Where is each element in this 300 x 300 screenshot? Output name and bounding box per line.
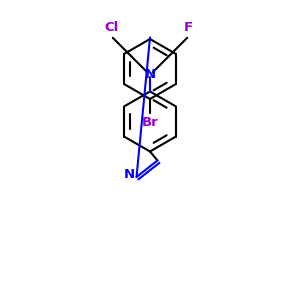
- Text: N: N: [123, 168, 135, 181]
- Text: F: F: [184, 21, 193, 34]
- Text: Cl: Cl: [104, 21, 118, 34]
- Text: Br: Br: [142, 116, 158, 128]
- Text: N: N: [144, 68, 156, 82]
